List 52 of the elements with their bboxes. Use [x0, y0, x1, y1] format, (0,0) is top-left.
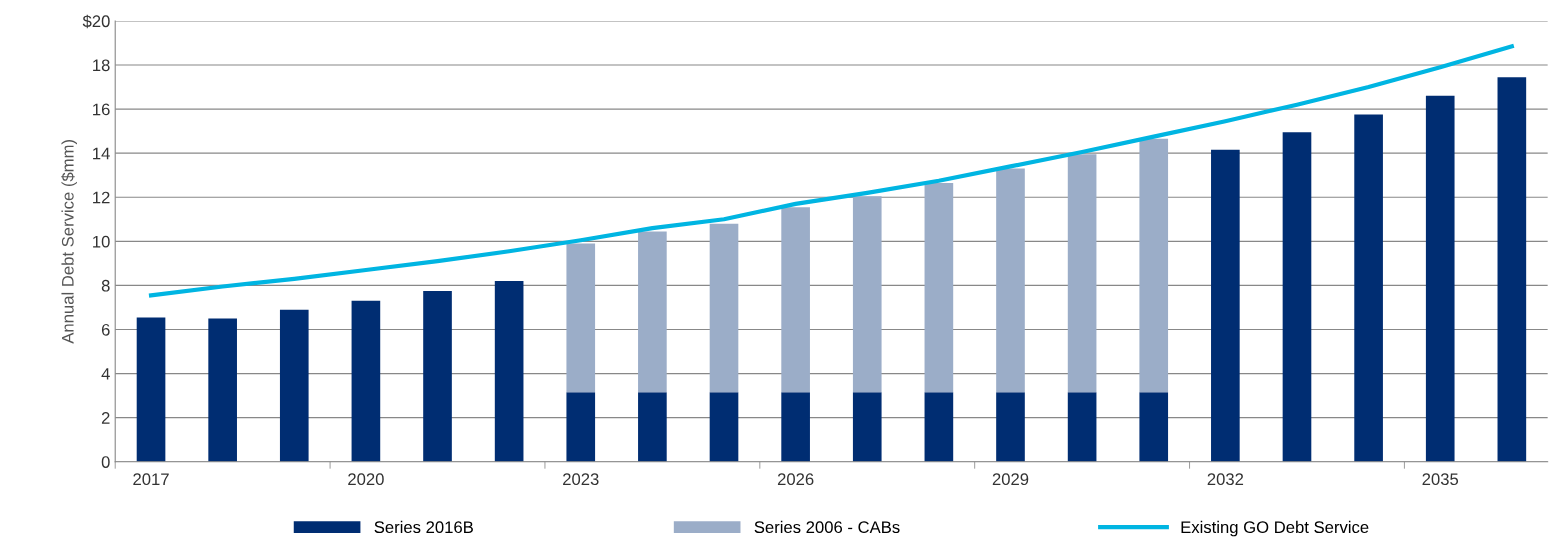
bar [494, 281, 524, 462]
bar [1425, 95, 1455, 462]
line-series [148, 44, 1514, 298]
bar [709, 223, 739, 393]
bar [1067, 154, 1097, 393]
bar [996, 168, 1025, 393]
y-tick-label: 10 [93, 235, 110, 248]
bar [996, 392, 1025, 462]
x-tick-label: 2026 [777, 473, 814, 486]
legend-label: Existing GO Debt Service [1181, 520, 1369, 537]
bar [1067, 392, 1097, 462]
x-tick-label: 2032 [1207, 473, 1244, 486]
x-tick-label: 2035 [1422, 473, 1459, 486]
y-tick-label: 0 [101, 456, 110, 468]
y-tick-label: 16 [93, 103, 110, 116]
bar [924, 392, 954, 462]
bar [1282, 132, 1312, 462]
bar [1139, 138, 1169, 393]
bar [208, 318, 237, 462]
bar [1354, 114, 1383, 462]
y-tick-label: 12 [93, 191, 110, 204]
bar [638, 231, 667, 393]
bar [852, 196, 882, 393]
legend-label: Series 2006 - CABs [754, 520, 900, 534]
y-tick-label: 6 [101, 323, 110, 336]
x-tick-label: 2020 [348, 473, 384, 486]
y-tick-label: 4 [101, 368, 110, 380]
bar [709, 392, 739, 462]
bar [279, 309, 309, 462]
y-tick-label: $20 [82, 14, 110, 29]
bar [566, 243, 596, 393]
y-tick-label: 18 [93, 59, 110, 72]
bar [1497, 77, 1527, 462]
bar [351, 300, 381, 462]
y-tick-label: 2 [101, 412, 110, 424]
legend-label: Series 2016B [374, 520, 473, 534]
bar [924, 182, 954, 393]
bar [423, 290, 452, 462]
bar [136, 317, 166, 462]
x-tick-label: 2017 [133, 473, 169, 486]
bar [638, 392, 667, 462]
y-axis-title: Annual Debt Service ($mm) [61, 140, 77, 344]
bar [781, 392, 810, 462]
x-tick-label: 2029 [992, 473, 1029, 486]
bar [1211, 149, 1240, 462]
bar [566, 392, 596, 462]
bar [781, 207, 810, 393]
y-tick-label: 8 [101, 279, 110, 292]
bar [852, 392, 882, 462]
y-tick-label: 14 [93, 147, 110, 160]
x-tick-label: 2023 [563, 473, 599, 486]
bar [1139, 392, 1169, 462]
